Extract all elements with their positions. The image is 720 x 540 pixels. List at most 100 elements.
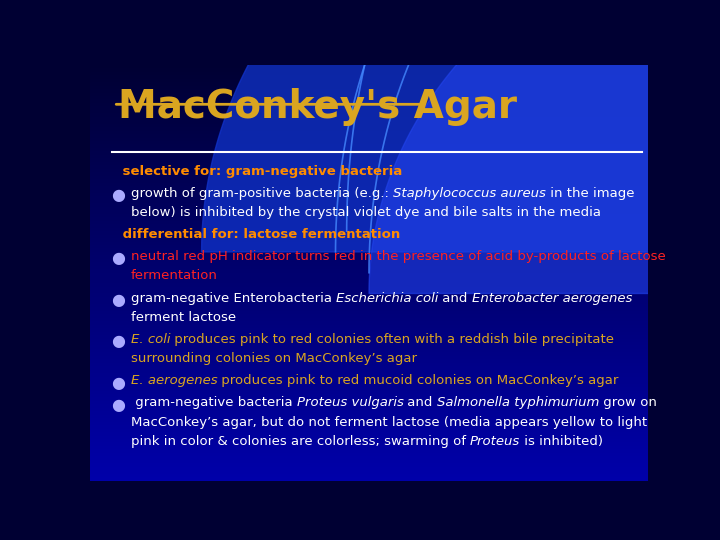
Bar <box>90 110 648 113</box>
Bar <box>90 224 648 228</box>
Text: ●: ● <box>111 293 125 308</box>
Bar <box>90 463 648 467</box>
Bar <box>90 82 648 85</box>
Bar <box>90 234 648 238</box>
Bar <box>90 176 648 179</box>
Bar <box>90 363 648 366</box>
Bar <box>90 415 648 418</box>
Bar <box>90 131 648 134</box>
Bar <box>90 418 648 422</box>
Bar <box>90 449 648 453</box>
Text: E. aerogenes: E. aerogenes <box>131 374 217 387</box>
Text: growth of gram-positive bacteria (e.g.:: growth of gram-positive bacteria (e.g.: <box>131 187 393 200</box>
Text: Staphylococcus aureus: Staphylococcus aureus <box>393 187 546 200</box>
Bar <box>90 446 648 449</box>
Bar <box>90 238 648 241</box>
Bar <box>90 332 648 335</box>
Bar <box>90 297 648 300</box>
Text: surrounding colonies on MacConkey’s agar: surrounding colonies on MacConkey’s agar <box>131 353 417 366</box>
Text: ●: ● <box>111 188 125 203</box>
Bar <box>90 228 648 231</box>
Bar <box>90 432 648 436</box>
Bar <box>90 293 648 297</box>
Text: ●: ● <box>111 397 125 413</box>
Bar <box>90 311 648 314</box>
Text: ferment lactose: ferment lactose <box>131 311 236 324</box>
Bar <box>90 408 648 411</box>
Text: below) is inhibited by the crystal violet dye and bile salts in the media: below) is inhibited by the crystal viole… <box>131 206 600 219</box>
Bar <box>90 307 648 311</box>
Text: Escherichia coli: Escherichia coli <box>336 292 438 305</box>
Bar <box>90 148 648 151</box>
Bar <box>90 165 648 168</box>
Bar <box>90 290 648 294</box>
Bar <box>90 259 648 262</box>
Bar <box>90 276 648 280</box>
Bar <box>90 390 648 394</box>
Bar <box>90 280 648 283</box>
Bar <box>90 262 648 266</box>
Bar <box>90 339 648 342</box>
Bar <box>90 467 648 470</box>
Bar <box>90 266 648 269</box>
Bar <box>90 349 648 353</box>
Text: fermentation: fermentation <box>131 269 217 282</box>
Bar <box>90 318 648 321</box>
Bar <box>90 411 648 415</box>
Bar <box>90 186 648 190</box>
Bar <box>90 373 648 377</box>
Bar <box>90 158 648 162</box>
Bar <box>90 273 648 276</box>
Bar <box>90 370 648 373</box>
Bar <box>90 204 648 207</box>
Bar <box>90 380 648 383</box>
Bar <box>90 442 648 446</box>
Bar <box>90 99 648 103</box>
Bar <box>90 248 648 252</box>
Bar <box>90 245 648 248</box>
Bar <box>90 394 648 397</box>
Bar <box>90 106 648 110</box>
Bar <box>90 304 648 307</box>
Bar <box>90 470 648 474</box>
Text: gram-negative Enterobacteria: gram-negative Enterobacteria <box>131 292 336 305</box>
Bar <box>90 359 648 363</box>
Bar <box>90 439 648 442</box>
Bar <box>90 127 648 131</box>
Bar <box>90 103 648 106</box>
Text: ●: ● <box>111 376 125 390</box>
Text: selective for: gram-negative bacteria: selective for: gram-negative bacteria <box>118 165 402 178</box>
Bar <box>90 134 648 138</box>
Bar <box>90 221 648 224</box>
Bar <box>90 138 648 141</box>
Bar <box>90 321 648 325</box>
Bar <box>90 283 648 287</box>
Bar <box>90 231 648 234</box>
Bar <box>90 113 648 117</box>
Text: Proteus vulgaris: Proteus vulgaris <box>297 396 403 409</box>
Text: grow on: grow on <box>600 396 657 409</box>
Bar <box>90 404 648 408</box>
Bar <box>90 68 648 72</box>
Text: Salmonella typhimurium: Salmonella typhimurium <box>437 396 600 409</box>
Bar <box>90 241 648 245</box>
Bar <box>90 335 648 339</box>
Bar <box>90 366 648 370</box>
Text: Proteus: Proteus <box>470 435 521 448</box>
Bar <box>90 117 648 120</box>
Bar <box>90 151 648 155</box>
Bar <box>90 453 648 456</box>
Text: ●: ● <box>111 334 125 349</box>
Bar <box>90 383 648 387</box>
Bar <box>90 425 648 429</box>
Bar <box>90 96 648 99</box>
Polygon shape <box>369 0 720 294</box>
Bar <box>90 92 648 96</box>
Text: differential for: lactose fermentation: differential for: lactose fermentation <box>118 228 400 241</box>
Text: in the image: in the image <box>546 187 634 200</box>
Bar <box>90 401 648 404</box>
Bar <box>90 124 648 127</box>
Bar <box>90 120 648 124</box>
Text: produces pink to red colonies often with a reddish bile precipitate: produces pink to red colonies often with… <box>170 333 614 346</box>
Bar <box>90 214 648 217</box>
